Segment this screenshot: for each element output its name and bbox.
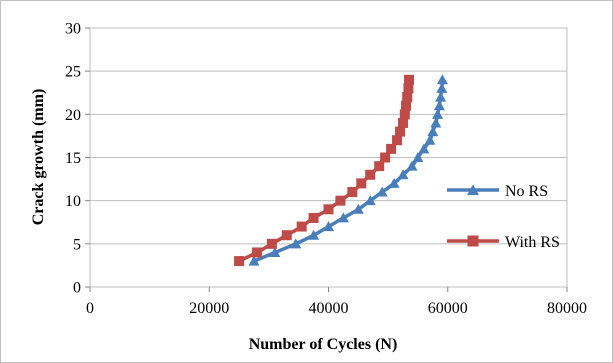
- data-point: [392, 135, 403, 146]
- legend-item-with-rs: With RS: [447, 234, 560, 251]
- data-point: [403, 74, 414, 85]
- data-point: [433, 100, 445, 111]
- data-point: [365, 169, 376, 180]
- x-tick-label: 80000: [547, 300, 587, 317]
- data-point: [308, 229, 320, 240]
- y-tick-label: 15: [65, 150, 81, 167]
- data-point: [296, 221, 307, 232]
- data-point: [412, 152, 424, 162]
- data-point: [234, 256, 245, 267]
- legend-item-no-rs: No RS: [447, 183, 548, 200]
- y-tick-label: 20: [65, 107, 81, 124]
- y-axis-title: Crack growth (mm): [30, 89, 47, 226]
- x-tick-label: 20000: [189, 300, 229, 317]
- series-layer: [234, 74, 448, 267]
- legend-label-no-rs: No RS: [505, 183, 548, 200]
- x-axis-ticks: 0 20000 40000 60000 80000: [86, 287, 587, 317]
- series-0: [248, 74, 448, 266]
- data-point: [380, 152, 391, 163]
- data-point: [395, 126, 406, 137]
- data-point: [337, 212, 349, 223]
- data-point: [266, 238, 277, 249]
- data-point: [352, 203, 364, 214]
- y-tick-label: 0: [73, 280, 81, 297]
- x-tick-label: 0: [86, 300, 94, 317]
- data-point: [281, 230, 292, 241]
- data-point: [269, 246, 281, 257]
- y-tick-label: 25: [65, 64, 81, 81]
- data-point: [364, 195, 376, 206]
- data-point: [399, 109, 410, 120]
- data-point: [403, 83, 414, 94]
- data-point: [347, 187, 358, 198]
- data-point: [388, 177, 400, 188]
- data-point: [427, 126, 439, 137]
- data-point: [251, 247, 262, 258]
- data-point: [323, 204, 334, 215]
- data-point: [432, 108, 444, 119]
- data-point: [406, 160, 418, 171]
- data-point: [418, 143, 430, 154]
- legend-swatch-marker-no-rs: [467, 184, 479, 195]
- data-point: [335, 195, 346, 206]
- data-point: [323, 221, 334, 232]
- data-point: [402, 92, 413, 103]
- data-point: [397, 169, 409, 180]
- data-point: [430, 117, 442, 128]
- legend: No RS With RS: [447, 183, 560, 251]
- data-point: [248, 255, 260, 266]
- data-point: [401, 100, 412, 111]
- data-point: [436, 82, 448, 93]
- data-point: [376, 186, 388, 197]
- gridlines: [90, 70, 567, 245]
- y-tick-label: 10: [65, 193, 81, 210]
- y-tick-label: 30: [65, 21, 81, 38]
- series-1: [234, 74, 414, 267]
- x-axis-title: Number of Cycles (N): [249, 336, 398, 353]
- data-point: [374, 161, 385, 172]
- y-axis-ticks: 0 5 10 15 20 25 30: [65, 21, 90, 297]
- data-point: [356, 178, 367, 189]
- data-point: [398, 117, 409, 128]
- data-point: [424, 134, 436, 145]
- legend-swatch-marker-with-rs: [467, 235, 479, 247]
- legend-label-with-rs: With RS: [505, 234, 560, 251]
- x-tick-label: 40000: [309, 300, 349, 317]
- data-point: [435, 91, 447, 102]
- x-tick-label: 60000: [428, 300, 468, 317]
- data-point: [386, 143, 397, 154]
- data-point: [308, 212, 319, 223]
- y-tick-label: 5: [73, 236, 81, 253]
- data-point: [436, 74, 448, 85]
- data-point: [290, 238, 302, 249]
